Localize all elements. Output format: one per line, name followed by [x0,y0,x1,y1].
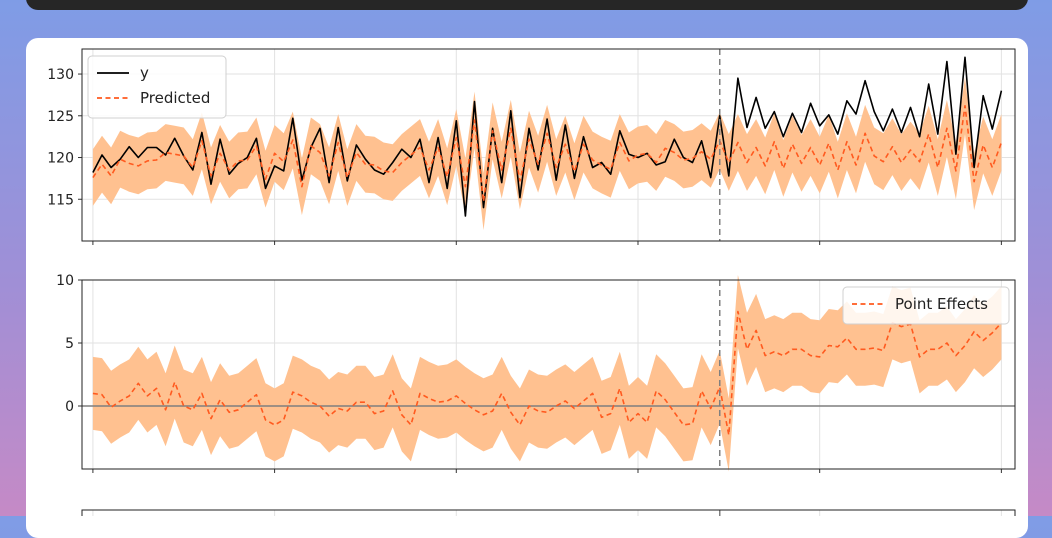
series-line-y [92,56,1003,217]
confidence-band [92,275,1002,472]
y-tick-label: 125 [47,109,74,125]
y-tick-label: 115 [47,192,74,208]
point-effects-panel: 0 5 10 Point Effects [56,273,1016,473]
axes-background [82,510,1015,516]
axes-frame [81,279,1016,470]
chart-card: 115 120 125 130 y Predicted 0 5 10 Point Effects [26,38,1028,538]
axes-frame [81,48,1016,242]
series-line-point-effects [92,310,1002,436]
y-tick-label: 0 [65,399,74,415]
axes-frame [81,509,1016,516]
confidence-band [92,77,1002,231]
legend-label: Predicted [140,89,210,107]
window-title-bar [26,0,1028,10]
cumulative-effects-panel [81,509,1016,516]
legend-box [87,55,227,119]
series-line-predicted [92,105,1003,203]
y-tick-label: 10 [56,273,74,289]
legend-box [842,286,1010,325]
y-tick-label: 120 [47,151,74,167]
causal-impact-figure: 115 120 125 130 y Predicted 0 5 10 Point Effects [47,48,1016,516]
legend-label: y [140,64,149,82]
y-tick-label: 130 [47,67,74,83]
y-tick-label: 5 [65,336,74,352]
legend-label: Point Effects [895,295,988,313]
original-series-panel: 115 120 125 130 y Predicted [47,48,1016,245]
